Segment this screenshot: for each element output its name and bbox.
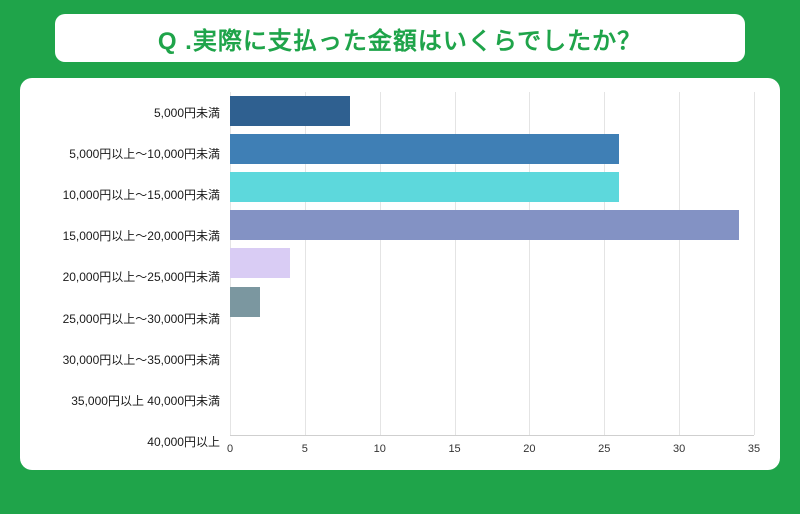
bar <box>230 172 620 203</box>
plot-area <box>230 92 755 436</box>
chart-card: 5,000円未満 5,000円以上～10,000円未満 10,000円以上～15,0… <box>20 78 780 470</box>
category-label: 20,000円以上～25,000円未満 <box>62 270 220 285</box>
bar-row <box>230 244 754 282</box>
gridline <box>529 92 531 435</box>
category-labels: 5,000円未満 5,000円以上～10,000円未満 10,000円以上～15,0… <box>30 92 230 462</box>
x-tick-label: 20 <box>523 443 536 455</box>
category-label: 5,000円未満 <box>153 106 220 121</box>
x-tick-label: 25 <box>598 443 611 455</box>
gridline <box>754 92 755 435</box>
gridline <box>454 92 456 435</box>
x-tick-label: 10 <box>373 443 386 455</box>
category-label: 10,000円以上～15,000円未満 <box>62 188 220 203</box>
title-banner: Q .実際に支払った金額はいくらでしたか？ <box>55 14 745 62</box>
x-tick-label: 5 <box>301 443 308 455</box>
x-tick-label: 35 <box>747 443 761 455</box>
bar-chart: 5,000円未満 5,000円以上～10,000円未満 10,000円以上～15,0… <box>30 92 760 462</box>
page: Q .実際に支払った金額はいくらでしたか？ 5,000円未満 5,000円以上～1… <box>0 14 800 470</box>
plot-wrap: 0 5 10 15 20 25 30 35 <box>226 92 760 462</box>
x-tick-label: 30 <box>673 443 686 455</box>
bar-row <box>230 92 754 130</box>
bar <box>230 210 740 241</box>
bar-row <box>230 130 754 168</box>
gridline <box>304 92 306 435</box>
bar <box>230 96 350 127</box>
x-tick-label: 15 <box>448 443 461 455</box>
chart-title: Q .実際に支払った金額はいくらでしたか？ <box>157 27 643 55</box>
category-label: 40,000円以上 <box>147 434 220 449</box>
bar <box>230 286 260 317</box>
bar <box>230 134 620 165</box>
gridline <box>679 92 681 435</box>
category-label: 25,000円以上～30,000円未満 <box>62 311 220 326</box>
bar-row <box>230 168 754 206</box>
bar-row <box>230 283 754 321</box>
category-label: 5,000円以上～10,000円未満 <box>69 147 220 162</box>
category-label: 15,000円以上～20,000円未満 <box>62 229 220 244</box>
x-tick-label: 0 <box>226 443 234 455</box>
bar-row <box>230 206 754 244</box>
category-label: 30,000円以上～35,000円未満 <box>62 352 220 367</box>
gridline <box>379 92 381 435</box>
bar-row <box>230 359 754 397</box>
x-axis: 0 5 10 15 20 25 30 35 <box>226 436 760 462</box>
gridline <box>604 92 606 435</box>
category-label: 35,000円以上 40,000円未満 <box>71 393 220 408</box>
bar <box>230 248 290 279</box>
bar-row <box>230 397 754 435</box>
bar-row <box>230 321 754 359</box>
